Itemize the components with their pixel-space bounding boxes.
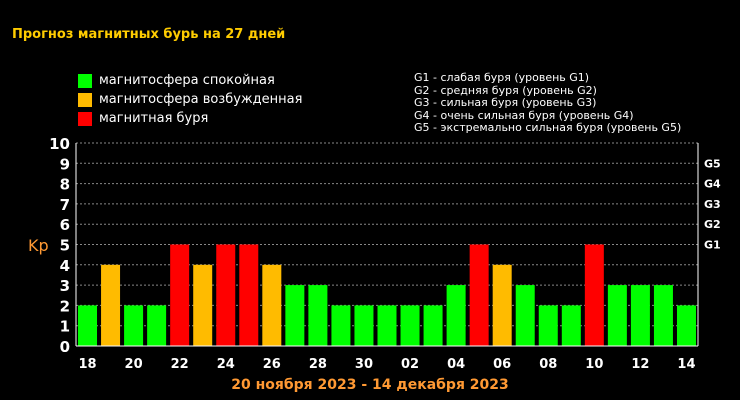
- bar: [492, 264, 512, 346]
- x-tick-label: 06: [493, 357, 511, 372]
- bar: [239, 244, 259, 346]
- g-tick-label: G4: [704, 178, 721, 191]
- x-tick-label: 02: [401, 357, 419, 372]
- g-tick-label: G1: [704, 239, 721, 252]
- y-tick-label: 2: [60, 297, 70, 315]
- y-tick-label: 5: [60, 237, 70, 255]
- g-tick-label: G3: [704, 198, 721, 211]
- legend-item-excited: магнитосфера возбужденная: [78, 90, 302, 109]
- date-range-label: 20 ноября 2023 - 14 декабря 2023: [231, 377, 509, 393]
- bar: [193, 264, 213, 346]
- bar: [124, 305, 144, 346]
- legend-swatch-excited: [78, 92, 92, 107]
- g-tick-label: G2: [704, 218, 721, 231]
- bar: [423, 305, 443, 346]
- bar: [147, 305, 167, 346]
- bar: [676, 305, 696, 346]
- bar: [377, 305, 397, 346]
- y-tick-label: 4: [60, 257, 70, 275]
- legend-item-storm: магнитная буря: [78, 109, 302, 128]
- bar: [607, 285, 627, 346]
- y-tick-label: 0: [60, 338, 70, 356]
- bar: [331, 305, 351, 346]
- x-tick-label: 30: [355, 357, 373, 372]
- g-level-1: G1 - слабая буря (уровень G1): [414, 71, 590, 84]
- g-level-3: G3 - сильная буря (уровень G3): [414, 96, 597, 110]
- x-tick-label: 22: [171, 357, 189, 372]
- x-tick-label: 24: [217, 357, 235, 372]
- bar: [446, 285, 466, 346]
- y-axis-label: Kp: [28, 236, 49, 255]
- legend-item-calm: магнитосфера спокойная: [78, 71, 302, 90]
- bar: [469, 244, 489, 346]
- bar: [653, 285, 673, 346]
- y-tick-label: 7: [60, 196, 70, 214]
- x-tick-label: 08: [539, 357, 557, 372]
- g-level-legend: G1 - слабая буря (уровень G1) G2 - средн…: [414, 71, 682, 135]
- y-tick-label: 8: [60, 176, 70, 194]
- y-tick-label: 3: [60, 277, 70, 295]
- x-tick-label: 20: [125, 357, 143, 372]
- legend-label-storm: магнитная буря: [99, 111, 209, 126]
- y-tick-label: 10: [49, 135, 70, 153]
- chart-title: Прогноз магнитных бурь на 27 дней: [12, 27, 286, 42]
- x-tick-label: 12: [631, 357, 649, 372]
- bar: [216, 244, 236, 346]
- y-tick-label: 6: [60, 216, 70, 234]
- bar: [515, 285, 535, 346]
- bar: [308, 285, 328, 346]
- bar: [538, 305, 558, 346]
- y-tick-label: 1: [60, 318, 70, 336]
- legend-label-excited: магнитосфера возбужденная: [99, 92, 303, 107]
- x-tick-label: 18: [78, 357, 96, 372]
- bar: [400, 305, 420, 346]
- x-tick-label: 26: [263, 357, 281, 372]
- legend-swatch-storm: [78, 111, 92, 126]
- x-tick-label: 10: [585, 357, 603, 372]
- bar: [78, 305, 98, 346]
- bar: [262, 264, 282, 346]
- color-legend: магнитосфера спокойная магнитосфера возб…: [78, 71, 302, 128]
- bar: [101, 264, 121, 346]
- x-tick-label: 14: [677, 357, 695, 372]
- bar: [584, 244, 604, 346]
- legend-label-calm: магнитосфера спокойная: [99, 73, 275, 88]
- g-level-2: G2 - средняя буря (уровень G2): [414, 83, 597, 97]
- x-tick-label: 04: [447, 357, 465, 372]
- bar: [285, 285, 305, 346]
- bar: [630, 285, 650, 346]
- bar: [354, 305, 374, 346]
- g-tick-label: G5: [704, 157, 721, 170]
- legend-swatch-calm: [78, 73, 92, 88]
- g-level-4: G4 - очень сильная буря (уровень G4): [414, 108, 634, 122]
- g-level-5: G5 - экстремально сильная буря (уровень …: [414, 121, 682, 135]
- x-tick-label: 28: [309, 357, 327, 372]
- y-tick-label: 9: [60, 155, 70, 173]
- bar: [561, 305, 581, 346]
- bar: [170, 244, 190, 346]
